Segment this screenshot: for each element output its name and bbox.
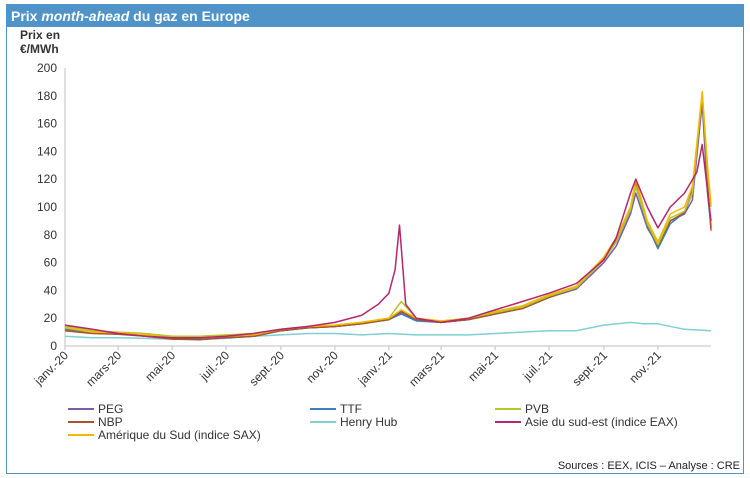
legend-label: PVB: [525, 402, 549, 416]
x-tick-label: nov.-21: [626, 348, 664, 386]
series-line-peg: [64, 102, 712, 340]
legend-label: Amérique du Sud (indice SAX): [98, 428, 261, 442]
y-tick-label: 180: [37, 89, 57, 103]
y-tick-label: 0: [50, 339, 57, 353]
y-tick-label: 80: [44, 228, 58, 242]
x-tick-label: mars-21: [406, 348, 447, 389]
series-line-asie-du-sud-est-indice-eax: [64, 143, 712, 339]
x-tick-label: mai-20: [142, 348, 178, 384]
chart-panel: Prix month-ahead du gaz en Europe: [6, 4, 744, 474]
y-tick-label: 160: [37, 117, 57, 131]
x-tick-label: nov.-20: [303, 348, 341, 386]
y-tick-label: 140: [37, 144, 57, 158]
y-tick-label: 100: [37, 200, 57, 214]
legend-label: NBP: [98, 415, 123, 429]
series-line-nbp: [64, 95, 712, 341]
legend-label: Asie du sud-est (indice EAX): [525, 415, 678, 429]
x-tick-label: juil.-21: [520, 348, 556, 384]
y-tick-label: 200: [37, 61, 57, 75]
x-tick-label: janv.-21: [355, 348, 395, 388]
x-tick-label: juil.-20: [197, 348, 233, 384]
x-tick-label: mars-20: [83, 348, 124, 389]
legend-label: PEG: [98, 402, 123, 416]
source-note: Sources : EEX, ICIS – Analyse : CRE: [557, 460, 740, 472]
legend-label: TTF: [340, 402, 362, 416]
legend-label: Henry Hub: [340, 415, 398, 429]
chart-title: Prix month-ahead du gaz en Europe: [7, 5, 743, 27]
series-line-am-rique-du-sud-indice-sax: [64, 90, 712, 339]
x-tick-label: sept.-20: [246, 348, 287, 389]
y-tick-label: 20: [44, 311, 58, 325]
series-line-pvb: [64, 92, 712, 338]
x-tick-label: mai-21: [465, 348, 501, 384]
y-tick-label: 120: [37, 172, 57, 186]
series-line-ttf: [64, 95, 712, 340]
x-tick-label: janv.-20: [31, 348, 71, 388]
x-tick-label: sept.-21: [569, 348, 610, 389]
y-tick-label: 60: [44, 256, 58, 270]
y-tick-label: 40: [44, 283, 58, 297]
y-axis-label: Prix en €/MWh: [20, 28, 61, 56]
